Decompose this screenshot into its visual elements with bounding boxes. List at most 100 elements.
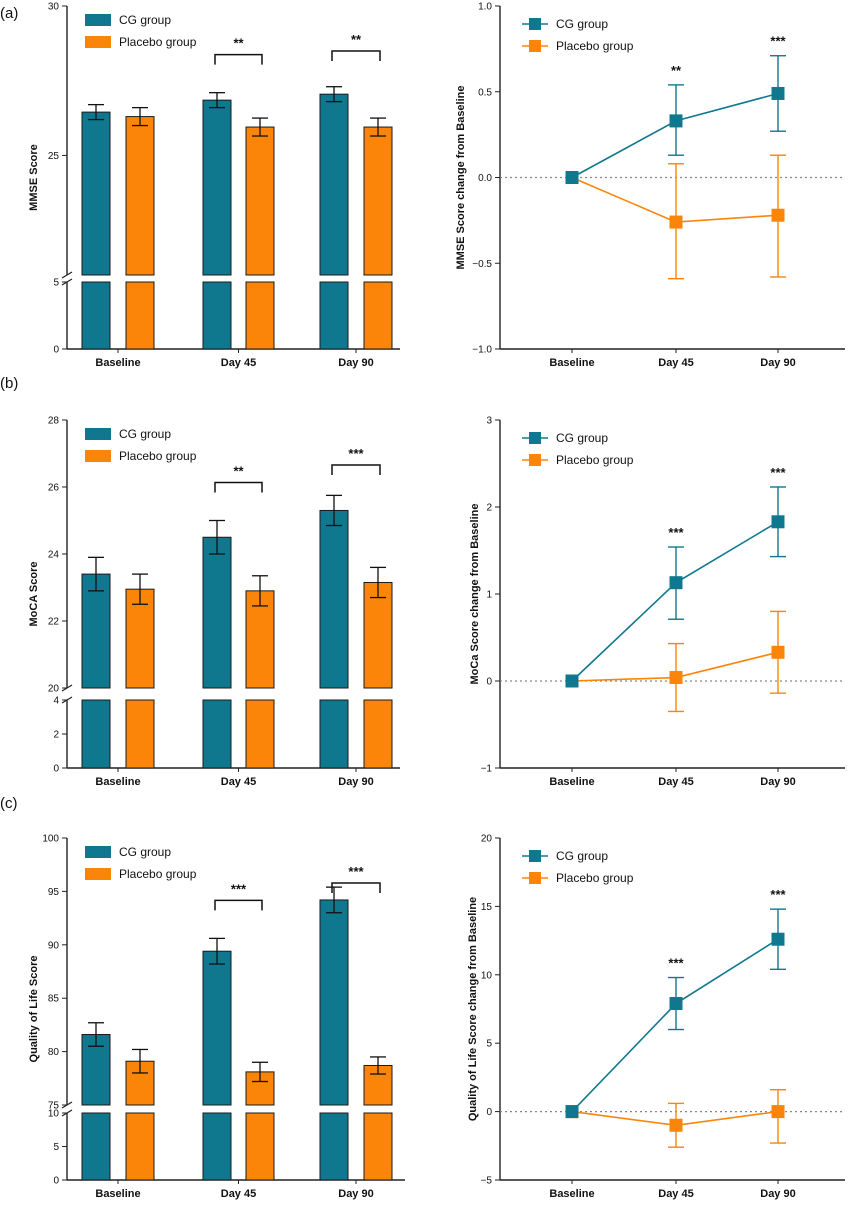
y-axis-label: MMSE Score change from Baseline xyxy=(455,86,467,270)
x-tick-label: Baseline xyxy=(549,357,594,369)
significance-label: *** xyxy=(770,465,786,480)
significance-label: *** xyxy=(770,34,786,49)
bar xyxy=(319,899,349,1106)
x-tick-label: Day 90 xyxy=(338,357,373,369)
legend-label: CG group xyxy=(556,431,608,445)
legend-swatch xyxy=(529,40,541,52)
y-tick-label: 0 xyxy=(486,677,492,688)
significance-label: *** xyxy=(668,525,684,540)
bar-lower-segment xyxy=(245,1112,275,1181)
legend-swatch xyxy=(85,36,111,48)
bar-lower-segment xyxy=(125,281,155,350)
legend-swatch xyxy=(529,432,541,444)
y-axis-label: MMSE Score xyxy=(28,144,40,211)
x-tick-label: Day 90 xyxy=(338,1188,373,1200)
y-tick-label: 10 xyxy=(48,1109,60,1120)
significance-bracket xyxy=(214,481,263,493)
legend-swatch xyxy=(529,454,541,466)
y-axis-label: Quality of Life Score change from Baseli… xyxy=(467,897,479,1121)
data-point xyxy=(771,645,785,659)
data-point xyxy=(771,86,785,100)
significance-label: ** xyxy=(671,63,682,78)
y-tick-label: 5 xyxy=(53,1142,59,1153)
significance-bracket xyxy=(214,53,263,65)
bar xyxy=(319,509,349,689)
data-point xyxy=(669,215,683,229)
y-tick-label: 24 xyxy=(48,550,60,561)
y-tick-label: 0 xyxy=(53,345,59,356)
data-point xyxy=(565,1105,579,1119)
series-line xyxy=(571,176,779,223)
significance-label: *** xyxy=(231,881,247,896)
legend-label: Placebo group xyxy=(119,35,197,49)
x-tick-label: Day 45 xyxy=(221,1188,256,1200)
y-tick-label: 22 xyxy=(48,617,60,628)
significance-label: ** xyxy=(233,36,244,51)
data-point xyxy=(771,1105,785,1119)
y-tick-label: −5 xyxy=(481,1176,493,1187)
panel-label: (c) xyxy=(0,795,18,812)
y-tick-label: 1.0 xyxy=(478,2,492,13)
y-axis-label: MoCA Score xyxy=(28,562,40,627)
y-tick-label: 80 xyxy=(48,1047,60,1058)
x-tick-label: Baseline xyxy=(549,776,594,788)
y-tick-label: 0 xyxy=(486,1107,492,1118)
y-axis-label: MoCa Score change from Baseline xyxy=(469,504,481,685)
y-tick-label: 100 xyxy=(42,834,59,845)
significance-label: *** xyxy=(668,956,684,971)
significance-bracket xyxy=(331,50,381,61)
y-tick-label: 25 xyxy=(48,151,60,162)
x-tick-label: Baseline xyxy=(95,357,140,369)
y-tick-label: 2 xyxy=(486,503,492,514)
data-point xyxy=(669,997,683,1011)
legend-swatch xyxy=(85,868,111,880)
bar-lower-segment xyxy=(363,281,393,350)
data-point xyxy=(565,171,579,184)
data-point xyxy=(669,1118,683,1132)
significance-bracket xyxy=(331,882,381,893)
bar xyxy=(202,99,232,276)
legend-label: CG group xyxy=(556,849,608,863)
legend-label: Placebo group xyxy=(119,449,197,463)
y-tick-label: 28 xyxy=(48,416,60,427)
bar xyxy=(245,590,275,689)
y-tick-label: 0 xyxy=(53,764,59,775)
y-tick-label: 0.5 xyxy=(478,87,492,98)
data-point xyxy=(669,671,683,685)
x-tick-label: Day 45 xyxy=(658,1188,693,1200)
significance-bracket xyxy=(214,899,263,911)
y-tick-label: 5 xyxy=(486,1039,492,1050)
data-point xyxy=(771,932,785,946)
y-tick-label: 1 xyxy=(486,590,492,601)
y-tick-label: −1 xyxy=(481,764,493,775)
y-axis-label: Quality of Life Score xyxy=(28,956,40,1063)
legend-swatch xyxy=(85,428,111,440)
panel-label: (b) xyxy=(0,375,18,392)
x-tick-label: Day 45 xyxy=(221,776,256,788)
series-line xyxy=(571,521,779,682)
y-tick-label: 3 xyxy=(486,416,492,427)
bar-chart-1: 25 30 0 5 MMSE Score Baseline Day 45 Day 90 ** **… xyxy=(0,2,400,369)
legend-swatch xyxy=(529,18,541,30)
bar-lower-segment xyxy=(319,281,349,350)
bar xyxy=(81,111,111,276)
bar-lower-segment xyxy=(81,1112,111,1181)
significance-bracket xyxy=(331,464,381,475)
legend-swatch xyxy=(85,846,111,858)
legend-label: CG group xyxy=(556,17,608,31)
bar-lower-segment xyxy=(81,281,111,350)
data-point xyxy=(565,674,579,688)
data-point xyxy=(669,114,683,128)
y-tick-label: 30 xyxy=(48,2,60,13)
bar-lower-segment xyxy=(319,1112,349,1181)
y-tick-label: 2 xyxy=(53,730,59,741)
bar-lower-segment xyxy=(125,1112,155,1181)
bar xyxy=(363,126,393,276)
y-tick-label: −0.5 xyxy=(472,259,492,270)
bar xyxy=(319,93,349,276)
line-chart-2: −1 0 1 2 3 MoCa Score change from Baseline Bas… xyxy=(469,416,845,788)
legend-label: Placebo group xyxy=(556,39,634,53)
y-tick-label: 90 xyxy=(48,940,60,951)
significance-label: *** xyxy=(348,864,364,879)
